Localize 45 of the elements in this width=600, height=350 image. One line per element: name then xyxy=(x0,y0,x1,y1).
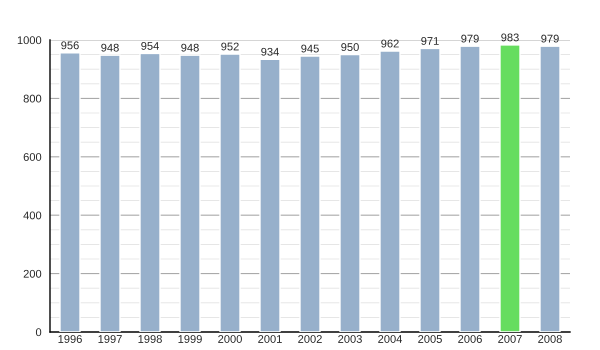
x-tick-label: 2007 xyxy=(498,335,522,343)
data-label: 979 xyxy=(461,34,479,43)
x-tick-label: 2001 xyxy=(258,335,282,343)
bar xyxy=(259,58,281,332)
bar xyxy=(499,44,521,332)
data-label: 971 xyxy=(421,37,439,45)
data-label: 952 xyxy=(221,42,239,50)
bar xyxy=(379,50,401,332)
x-tick-label: 2008 xyxy=(538,335,562,343)
x-tick-label: 2004 xyxy=(378,335,402,343)
x-tick-label: 1996 xyxy=(58,335,82,343)
data-label: 962 xyxy=(381,40,399,48)
data-label: 948 xyxy=(101,44,119,52)
bar xyxy=(419,48,441,332)
data-label: 950 xyxy=(341,43,359,52)
x-tick-label: 1997 xyxy=(98,335,122,343)
bar xyxy=(339,54,361,332)
data-label: 983 xyxy=(501,34,519,42)
data-label: 956 xyxy=(61,41,79,50)
bar xyxy=(99,54,121,332)
bar xyxy=(459,45,481,332)
data-label: 954 xyxy=(141,42,159,50)
data-label: 948 xyxy=(181,44,199,52)
data-label: 979 xyxy=(541,34,559,43)
x-tick-label: 2005 xyxy=(418,335,442,343)
bar xyxy=(539,45,561,332)
y-tick-label: 800 xyxy=(24,94,42,103)
y-tick-label: 200 xyxy=(24,270,42,278)
x-tick-label: 1999 xyxy=(178,335,202,343)
y-tick-label: 600 xyxy=(24,153,42,161)
x-tick-label: 2006 xyxy=(458,335,482,343)
y-tick-label: 1000 xyxy=(18,36,42,44)
data-label: 945 xyxy=(301,44,319,52)
x-tick-label: 2002 xyxy=(298,335,322,343)
bar xyxy=(59,52,81,332)
x-tick-label: 2000 xyxy=(218,335,242,343)
y-tick-label: 400 xyxy=(23,211,42,220)
data-label: 934 xyxy=(261,48,279,56)
bar xyxy=(219,53,241,332)
bar xyxy=(139,52,161,332)
y-tick-label: 0 xyxy=(36,328,42,336)
bar xyxy=(179,54,201,332)
bar xyxy=(299,55,321,332)
x-tick-label: 2003 xyxy=(338,335,362,343)
x-tick-label: 1998 xyxy=(138,335,162,343)
